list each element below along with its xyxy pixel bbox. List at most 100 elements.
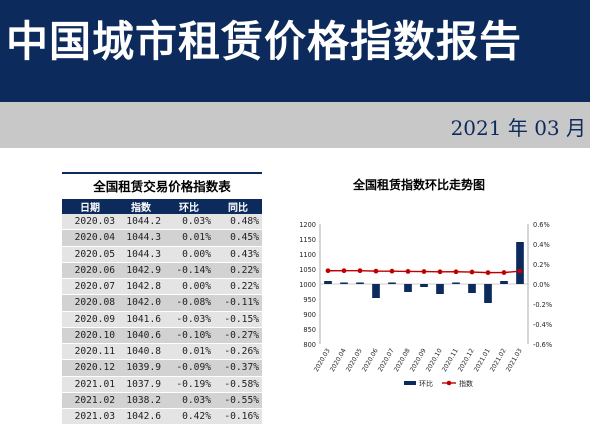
y-right-tick-label: 0.0% — [533, 281, 550, 289]
cell-index: 1044.2 — [118, 214, 164, 231]
cell-mom: -0.09% — [164, 359, 214, 377]
cell-mom: -0.14% — [164, 262, 214, 280]
cell-date: 2021.02 — [62, 392, 118, 410]
mom-bar — [516, 242, 524, 284]
cell-yoy: -0.27% — [214, 327, 262, 345]
cell-mom: -0.03% — [164, 311, 214, 328]
index-point — [325, 268, 331, 274]
cell-index: 1044.3 — [118, 246, 164, 263]
cell-yoy: -0.16% — [214, 408, 262, 426]
cell-yoy: -0.26% — [214, 343, 262, 361]
table-row: 2020.10 1040.6 -0.10% -0.27% — [62, 327, 262, 345]
cell-mom: 0.03% — [164, 214, 214, 231]
header-yoy: 同比 — [214, 199, 262, 214]
table-row: 2020.04 1044.3 0.01% 0.45% — [62, 229, 262, 247]
cell-index: 1040.6 — [118, 327, 164, 345]
mom-bar — [468, 284, 476, 293]
index-point — [517, 268, 523, 274]
cell-yoy: -0.15% — [214, 311, 262, 328]
mom-bar — [484, 284, 492, 303]
cell-index: 1044.3 — [118, 229, 164, 247]
table-header-row: 日期 指数 环比 同比 — [62, 199, 262, 214]
table-row: 2020.03 1044.2 0.03% 0.48% — [62, 214, 262, 231]
cell-index: 1042.0 — [118, 294, 164, 312]
y-left-tick-label: 1150 — [299, 236, 316, 244]
cell-yoy: -0.55% — [214, 392, 262, 410]
y-right-tick-label: 0.2% — [533, 261, 550, 269]
cell-yoy: 0.43% — [214, 246, 262, 263]
cell-mom: 0.42% — [164, 408, 214, 426]
y-right-tick-label: -0.4% — [533, 321, 552, 329]
table-row: 2020.07 1042.8 0.00% 0.22% — [62, 278, 262, 296]
mom-bar — [356, 282, 364, 284]
legend-label-mom: 环比 — [419, 379, 433, 388]
cell-date: 2020.12 — [62, 359, 118, 377]
y-left-tick-label: 950 — [303, 296, 316, 304]
index-table: 日期 指数 环比 同比 2020.03 1044.2 0.03% 0.48% 2020.… — [62, 199, 262, 426]
mom-bar — [452, 282, 460, 284]
cell-mom: -0.08% — [164, 294, 214, 312]
header-date: 日期 — [62, 199, 118, 214]
index-point — [437, 269, 443, 275]
cell-index: 1042.8 — [118, 278, 164, 296]
cell-index: 1040.8 — [118, 343, 164, 361]
cell-mom: -0.10% — [164, 327, 214, 345]
cell-yoy: -0.58% — [214, 376, 262, 393]
cell-date: 2020.07 — [62, 278, 118, 296]
cell-index: 1041.6 — [118, 311, 164, 328]
cell-yoy: -0.37% — [214, 359, 262, 377]
index-point — [357, 268, 363, 274]
header-mom: 环比 — [164, 199, 214, 214]
index-table-panel: 全国租赁交易价格指数表 日期 指数 环比 同比 2020.03 1044.2 0.0… — [62, 172, 262, 426]
table-row: 2021.02 1038.2 0.03% -0.55% — [62, 392, 262, 410]
cell-mom: 0.03% — [164, 392, 214, 410]
x-tick-label: 2021.03 — [505, 347, 524, 373]
legend-bar-swatch — [404, 381, 416, 385]
y-right-tick-label: -0.6% — [533, 341, 552, 349]
cell-date: 2020.11 — [62, 343, 118, 361]
cell-yoy: -0.11% — [214, 294, 262, 312]
table-row: 2020.05 1044.3 0.00% 0.43% — [62, 246, 262, 263]
mom-bar — [500, 281, 508, 284]
index-point — [373, 268, 379, 274]
cell-mom: -0.19% — [164, 376, 214, 393]
table-row: 2020.08 1042.0 -0.08% -0.11% — [62, 294, 262, 312]
mom-bar — [324, 281, 332, 284]
cell-mom: 0.01% — [164, 229, 214, 247]
cell-mom: 0.01% — [164, 343, 214, 361]
cell-date: 2020.04 — [62, 229, 118, 247]
header-index: 指数 — [118, 199, 164, 214]
cell-index: 1039.9 — [118, 359, 164, 377]
index-point — [501, 270, 507, 275]
cell-index: 1042.6 — [118, 408, 164, 426]
mom-bar — [388, 282, 396, 284]
table-row: 2020.06 1042.9 -0.14% 0.22% — [62, 262, 262, 280]
table-title: 全国租赁交易价格指数表 — [93, 179, 231, 194]
cell-date: 2020.10 — [62, 327, 118, 345]
y-left-tick-label: 800 — [303, 341, 316, 349]
cell-mom: 0.00% — [164, 278, 214, 296]
y-left-tick-label: 850 — [303, 326, 316, 334]
table-top-rule — [62, 172, 262, 174]
cell-index: 1037.9 — [118, 376, 164, 393]
legend-label-index: 指数 — [459, 379, 473, 388]
cell-date: 2021.01 — [62, 376, 118, 393]
index-point — [405, 269, 411, 274]
trend-chart: 1200 1150 1100 1050 1000 950 900 850 800 0.6% 0.4%… — [299, 221, 552, 388]
cell-yoy: 0.22% — [214, 262, 262, 280]
cell-mom: 0.00% — [164, 246, 214, 263]
cell-date: 2020.03 — [62, 214, 118, 231]
index-point — [453, 269, 459, 275]
table-row: 2021.03 1042.6 0.42% -0.16% — [62, 408, 262, 426]
table-row: 2020.09 1041.6 -0.03% -0.15% — [62, 311, 262, 328]
mom-bar — [372, 284, 380, 298]
chart-title: 全国租赁指数环比走势图 — [352, 178, 485, 192]
cell-yoy: 0.45% — [214, 229, 262, 247]
legend-line-marker — [446, 380, 452, 386]
mom-bar — [436, 284, 444, 294]
index-point — [341, 268, 347, 274]
y-left-tick-label: 900 — [303, 311, 316, 319]
cell-date: 2020.06 — [62, 262, 118, 280]
mom-bar — [340, 282, 348, 284]
y-left-tick-label: 1050 — [299, 266, 316, 274]
